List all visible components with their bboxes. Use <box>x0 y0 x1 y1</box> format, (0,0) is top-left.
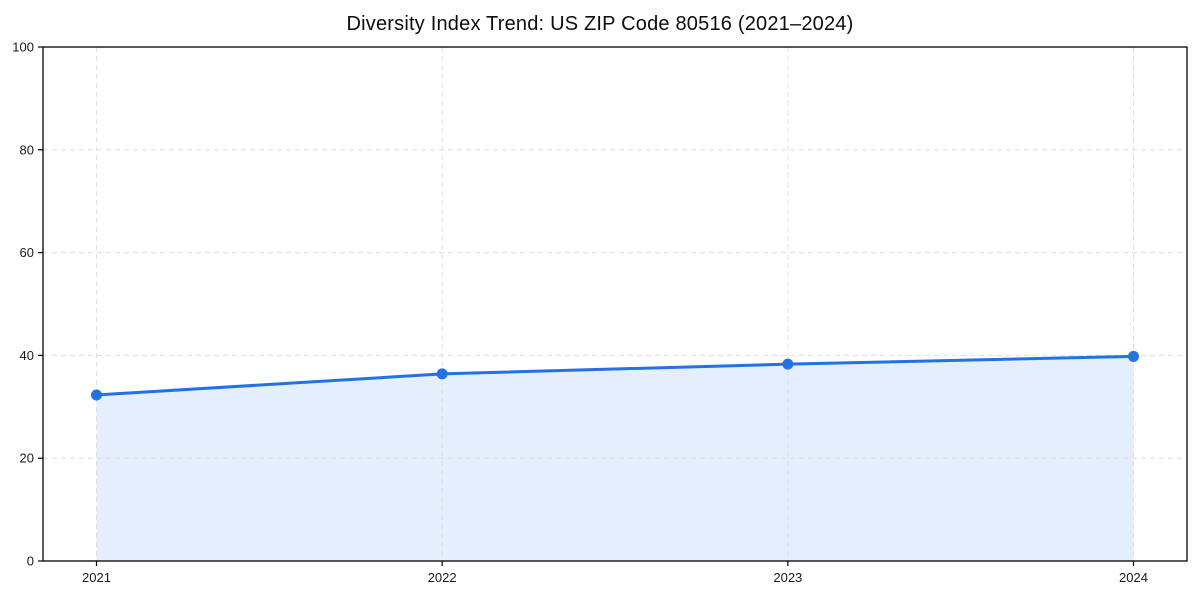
plot-border <box>42 46 1188 562</box>
y-tick-label: 20 <box>20 451 34 466</box>
x-tick-label: 2021 <box>82 570 111 585</box>
data-point-2023 <box>782 358 794 370</box>
trend-line <box>95 354 1135 397</box>
x-tick-label: 2024 <box>1119 570 1148 585</box>
y-tick-label: 0 <box>27 554 34 569</box>
y-tick-label: 40 <box>20 348 34 363</box>
data-point-2021 <box>91 389 102 401</box>
x-tick-label: 2022 <box>428 570 457 585</box>
data-point-2024 <box>1128 350 1139 362</box>
chart-title: Diversity Index Trend: US ZIP Code 80516… <box>346 13 854 35</box>
y-tick-label: 80 <box>20 142 34 157</box>
y-tick-label: 60 <box>20 245 34 260</box>
y-tick-label: 100 <box>12 40 34 55</box>
area-fill <box>96 356 1134 561</box>
data-point-2022 <box>436 368 448 380</box>
x-tick-label: 2023 <box>773 570 802 585</box>
